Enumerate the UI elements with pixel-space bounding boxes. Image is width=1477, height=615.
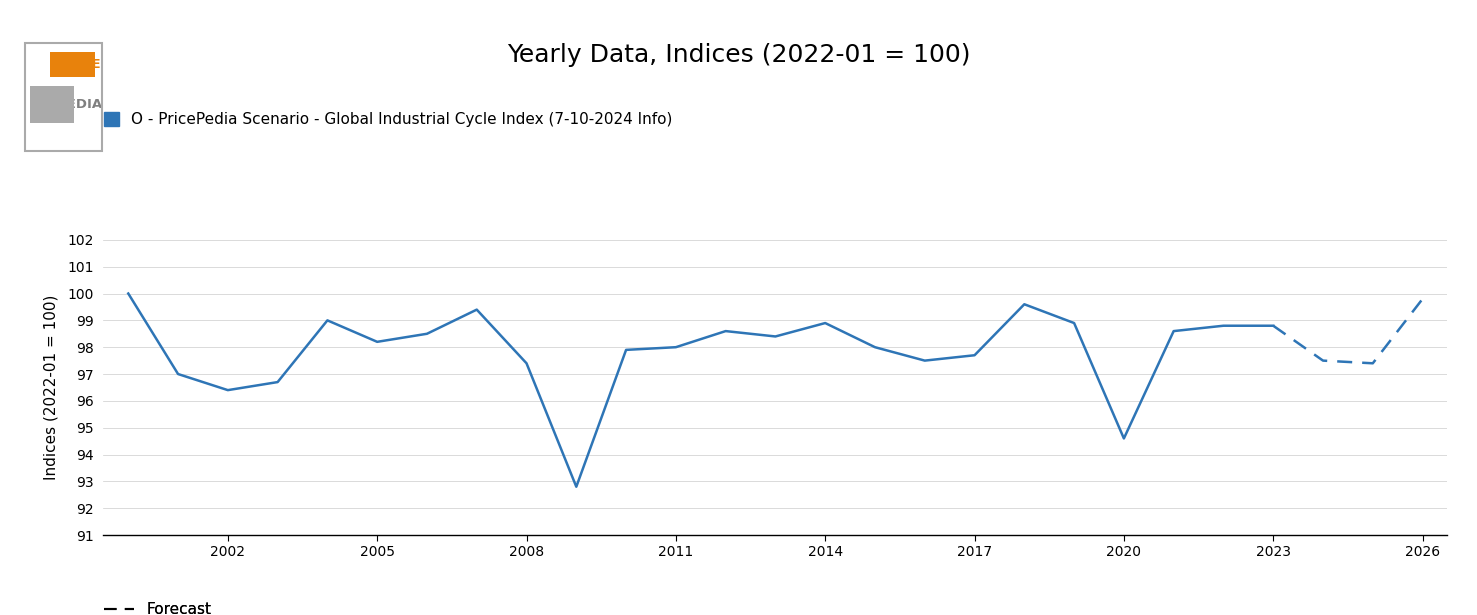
Text: PRICE: PRICE	[58, 58, 102, 71]
Y-axis label: Indices (2022-01 = 100): Indices (2022-01 = 100)	[44, 295, 59, 480]
Legend: Forecast: Forecast	[97, 596, 217, 615]
Text: PEDIA: PEDIA	[58, 98, 103, 111]
Text: Yearly Data, Indices (2022-01 = 100): Yearly Data, Indices (2022-01 = 100)	[507, 43, 970, 67]
